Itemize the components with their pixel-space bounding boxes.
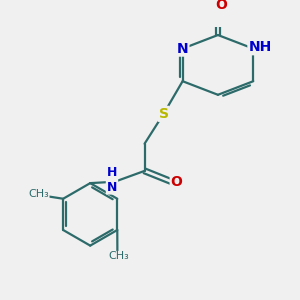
Text: O: O (215, 0, 227, 12)
Text: N: N (177, 42, 188, 56)
Text: O: O (171, 175, 183, 189)
Text: S: S (159, 107, 169, 121)
Text: CH₃: CH₃ (28, 189, 49, 199)
Text: CH₃: CH₃ (108, 251, 129, 262)
Text: NH: NH (248, 40, 272, 54)
Text: H
N: H N (107, 166, 117, 194)
